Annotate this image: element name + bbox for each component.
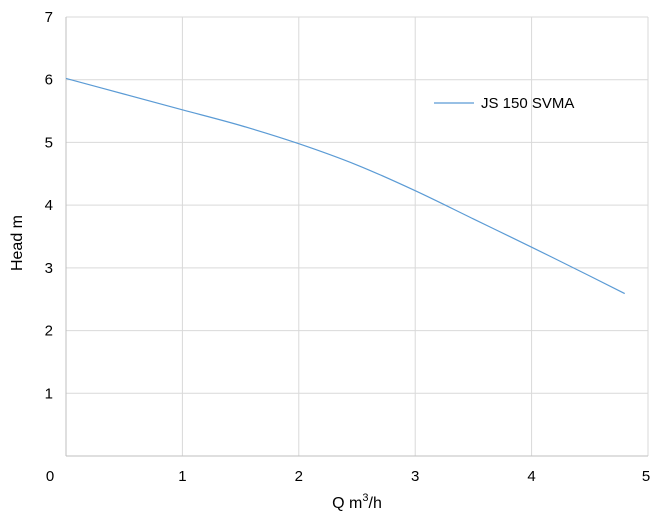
x-tick-label: 1 (178, 468, 186, 485)
y-tick-label: 5 (45, 134, 53, 151)
series-line-js-150-svma (65, 77, 625, 295)
y-tick-label: 6 (45, 72, 53, 89)
x-axis-title-tail: /h (369, 495, 382, 512)
legend: JS 150 SVMA (434, 95, 574, 112)
x-tick-label: 4 (527, 468, 535, 485)
axes (65, 17, 648, 457)
legend-label-js-150-svma: JS 150 SVMA (481, 95, 574, 112)
y-tick-label: 4 (45, 197, 53, 214)
grid-lines (66, 16, 649, 456)
x-tick-label: 3 (411, 468, 419, 485)
y-tick-label: 2 (45, 323, 53, 340)
y-tick-label: 3 (45, 260, 53, 277)
x-axis-title-base: Q m (332, 495, 362, 512)
y-tick-label: 7 (45, 9, 53, 26)
tick-labels: 0 1 2 3 4 5 1 2 3 4 5 6 7 (45, 9, 651, 485)
y-tick-label: 1 (45, 385, 53, 402)
x-tick-label: 0 (46, 468, 54, 485)
x-axis-title: Q m3/h (332, 492, 382, 512)
series-lines (65, 77, 625, 295)
x-tick-label: 5 (642, 468, 650, 485)
x-tick-label: 2 (295, 468, 303, 485)
x-axis-title-sup: 3 (362, 492, 368, 504)
y-axis-title: Head m (9, 215, 26, 271)
